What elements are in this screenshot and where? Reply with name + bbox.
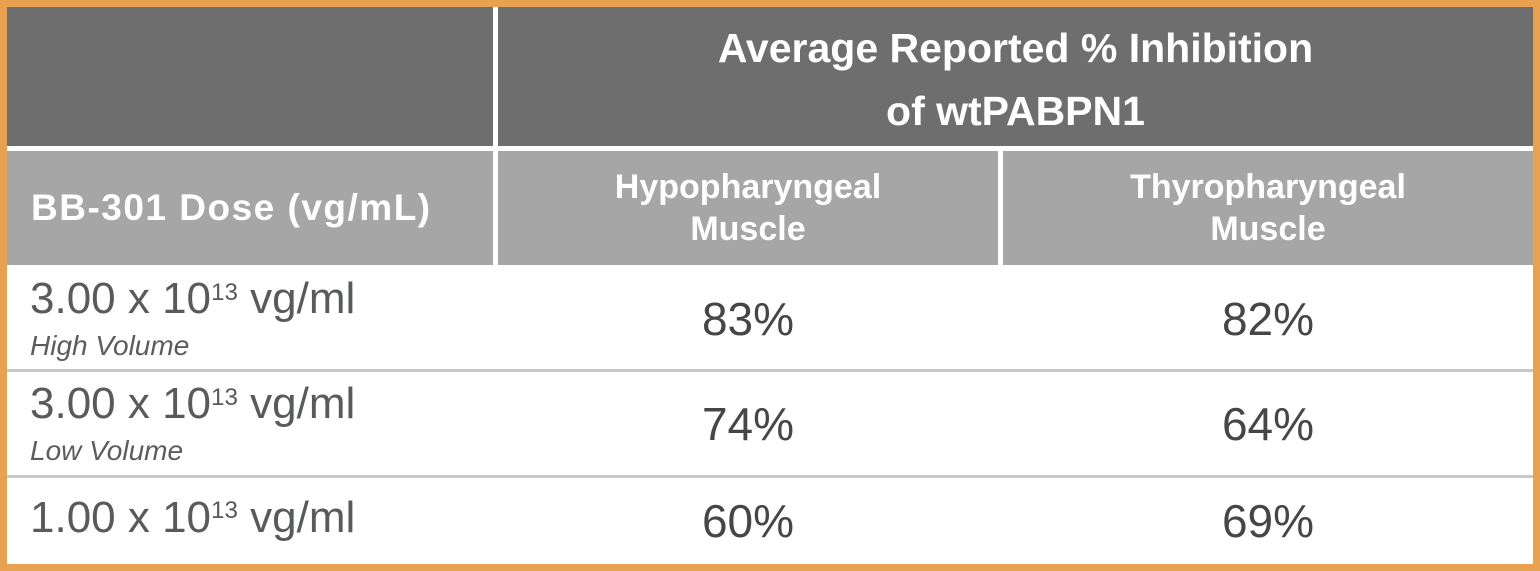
dose-base: 3.00 x 10 — [30, 274, 212, 323]
dose-base: 1.00 x 10 — [30, 492, 212, 542]
table-row-low-dose: 1.00 x 1013 vg/ml 60% 69% — [7, 478, 1533, 564]
dose-value: 1.00 x 1013 vg/ml — [30, 492, 493, 549]
thyropharyngeal-column-header: Thyropharyngeal Muscle — [1003, 151, 1533, 265]
table-title: Average Reported % Inhibition of wtPABPN… — [498, 7, 1533, 146]
dose-exponent: 13 — [211, 497, 238, 525]
dose-unit: vg/ml — [237, 274, 356, 323]
dose-value: 3.00 x 1013 vg/ml — [30, 380, 493, 435]
hypopharyngeal-column-header: Hypopharyngeal Muscle — [498, 151, 998, 265]
table-title-line1: Average Reported % Inhibition — [717, 24, 1314, 71]
dose-exponent: 13 — [211, 278, 238, 306]
dose-unit: vg/ml — [237, 492, 356, 542]
corner-spacer-cell — [7, 7, 493, 146]
hypopharyngeal-value: 60% — [701, 495, 795, 547]
thyropharyngeal-value: 69% — [1221, 495, 1315, 547]
dose-volume-note: High Volume — [30, 330, 190, 361]
table-header-row-top: Average Reported % Inhibition of wtPABPN… — [7, 7, 1533, 146]
dose-cell: 1.00 x 1013 vg/ml — [7, 478, 493, 564]
dose-column-header: BB-301 Dose (vg/mL) — [7, 151, 493, 265]
thyropharyngeal-value: 82% — [1221, 292, 1315, 345]
dose-unit: vg/ml — [237, 379, 356, 428]
dose-exponent: 13 — [211, 383, 238, 411]
dose-volume-note: Low Volume — [30, 435, 184, 466]
table-row-high-volume: 3.00 x 1013 vg/ml High Volume 83% 82% — [7, 268, 1533, 372]
dose-cell: 3.00 x 1013 vg/ml High Volume — [7, 268, 493, 369]
hypopharyngeal-value: 83% — [701, 292, 795, 345]
dose-cell: 3.00 x 1013 vg/ml Low Volume — [7, 372, 493, 475]
hypopharyngeal-value: 74% — [701, 397, 795, 450]
dose-base: 3.00 x 10 — [30, 379, 212, 428]
table-title-line2: of wtPABPN1 — [886, 87, 1145, 134]
table-header-row-columns: BB-301 Dose (vg/mL) Hypopharyngeal Muscl… — [7, 151, 1533, 265]
thyropharyngeal-value: 64% — [1221, 397, 1315, 450]
dose-value: 3.00 x 1013 vg/ml — [30, 275, 493, 330]
table-row-low-volume: 3.00 x 1013 vg/ml Low Volume 74% 64% — [7, 372, 1533, 478]
